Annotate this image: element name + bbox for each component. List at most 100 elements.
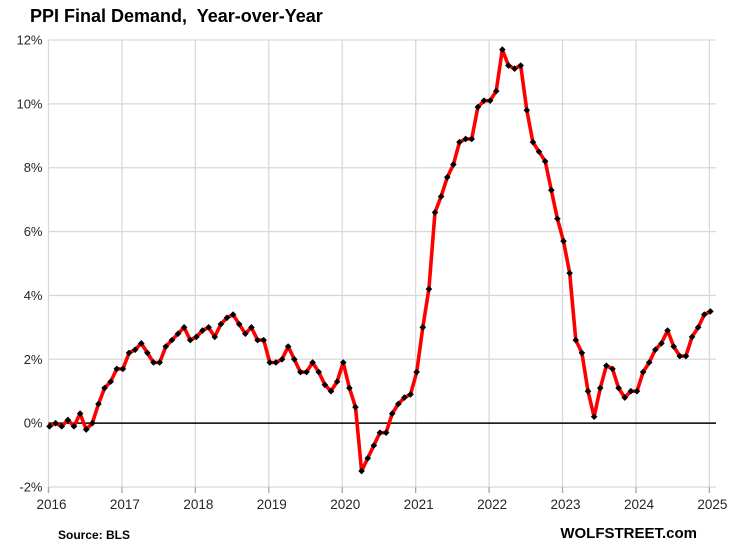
ppi-data-line (47, 47, 713, 473)
data-point-marker (505, 62, 512, 69)
data-point-marker (401, 394, 408, 401)
data-point-marker (486, 97, 494, 104)
data-point-marker (419, 324, 427, 331)
data-point-marker (413, 368, 420, 376)
data-point-marker (645, 359, 653, 366)
data-point-marker (156, 359, 163, 366)
data-point-marker (627, 387, 635, 395)
data-point-marker (596, 384, 604, 392)
y-tick-label: 10% (16, 96, 42, 111)
data-point-marker (407, 391, 414, 398)
y-tick-label: 4% (24, 288, 43, 303)
data-point-marker (425, 285, 433, 293)
data-point-marker (242, 330, 249, 338)
y-tick-label: 12% (16, 33, 42, 48)
x-tick-label: 2025 (697, 497, 727, 512)
data-point-marker (700, 311, 708, 318)
data-point-marker (370, 442, 378, 449)
data-point-marker (511, 65, 518, 73)
data-point-marker (560, 237, 567, 245)
data-point-marker (58, 423, 66, 430)
data-point-marker (633, 387, 641, 395)
data-point-marker (327, 387, 335, 395)
data-point-marker (346, 384, 353, 392)
data-point-marker (284, 343, 292, 350)
data-point-marker (174, 330, 182, 338)
data-point-marker (395, 400, 402, 408)
data-point-marker (572, 336, 580, 344)
data-point-marker (95, 400, 102, 408)
data-point-marker (290, 355, 298, 363)
data-point-marker (223, 314, 231, 322)
data-point-marker (376, 429, 384, 437)
data-point-marker (52, 419, 59, 427)
data-point-marker (609, 365, 616, 373)
data-point-marker (254, 336, 261, 344)
data-point-marker (358, 467, 365, 475)
data-point-marker (235, 320, 243, 328)
y-tick-label: 8% (24, 160, 43, 175)
data-point-marker (272, 359, 280, 366)
x-tick-label: 2019 (257, 497, 287, 512)
data-point-marker (450, 161, 457, 168)
data-point-marker (535, 148, 543, 156)
data-point-marker (125, 349, 133, 357)
data-point-marker (144, 349, 151, 357)
data-point-marker (113, 365, 121, 373)
x-tick-label: 2017 (110, 497, 140, 512)
y-tick-label: -2% (19, 480, 43, 495)
x-tick-label: 2023 (551, 497, 581, 512)
data-point-marker (303, 368, 310, 376)
data-point-marker (217, 320, 225, 328)
data-point-marker (664, 327, 671, 334)
data-point-marker (388, 410, 396, 417)
data-point-marker (162, 343, 170, 350)
data-point-marker (333, 378, 341, 385)
data-point-marker (676, 352, 684, 360)
data-point-marker (150, 359, 157, 366)
data-point-marker (682, 352, 690, 360)
data-point-marker (260, 336, 267, 344)
data-point-marker (670, 343, 677, 350)
data-point-marker (578, 349, 586, 357)
data-point-marker (364, 454, 372, 462)
x-tick-label: 2020 (330, 497, 360, 512)
data-point-marker (621, 394, 629, 401)
data-point-marker (456, 138, 463, 146)
data-point-marker (137, 340, 145, 347)
y-tick-label: 0% (24, 416, 43, 431)
y-tick-label: 6% (24, 224, 43, 239)
data-point-marker (168, 336, 176, 344)
data-point-marker (352, 403, 359, 411)
data-point-marker (541, 158, 549, 165)
data-point-marker (266, 359, 274, 366)
data-point-marker (186, 336, 194, 344)
chart-title: PPI Final Demand, Year-over-Year (30, 6, 323, 26)
data-point-marker (590, 413, 598, 421)
data-point-marker (603, 362, 610, 369)
data-point-marker (443, 173, 451, 181)
data-point-marker (119, 365, 127, 373)
data-point-marker (339, 359, 347, 366)
data-point-marker (180, 324, 188, 331)
data-point-marker (554, 215, 561, 223)
data-point-marker (468, 135, 476, 143)
data-point-marker (382, 429, 390, 437)
data-point-marker (639, 368, 647, 376)
data-point-marker (584, 387, 592, 395)
data-point-marker (309, 359, 316, 366)
data-point-marker (101, 384, 108, 392)
x-tick-label: 2018 (183, 497, 213, 512)
data-point-marker (462, 135, 469, 143)
x-tick-label: 2021 (404, 497, 434, 512)
data-point-marker (474, 103, 482, 111)
data-point-marker (321, 381, 329, 389)
data-point-marker (658, 340, 665, 347)
data-point-marker (694, 324, 702, 331)
x-tick-label: 2016 (36, 497, 66, 512)
data-point-marker (615, 384, 622, 392)
data-point-marker (199, 327, 206, 334)
data-point-marker (205, 324, 212, 331)
